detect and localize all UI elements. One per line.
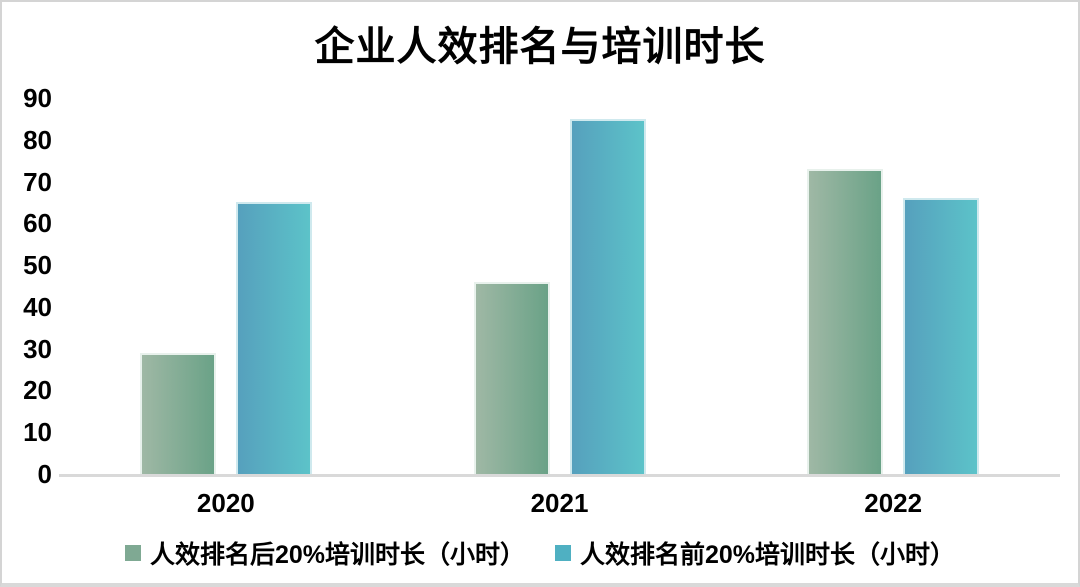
legend-label: 人效排名前20%培训时长（小时）	[580, 541, 956, 569]
x-axis-label-2020: 2020	[196, 488, 255, 518]
bar-series2-2020	[235, 202, 312, 474]
x-axis-label-2021: 2021	[530, 488, 589, 518]
legend-swatch-icon	[555, 545, 571, 561]
y-tick-label: 0	[37, 459, 52, 489]
y-tick-label: 10	[23, 417, 52, 448]
y-axis: 0 10 20 30 40 50 60 70 80 90	[2, 83, 52, 489]
y-tick-label: 90	[23, 83, 52, 113]
legend-item-series2: 人效排名前20%培训时长（小时）	[555, 535, 955, 571]
bar-series1-2020	[139, 352, 216, 474]
y-tick-label: 20	[23, 375, 52, 406]
y-tick-label: 50	[23, 250, 52, 281]
y-tick-label: 80	[23, 124, 52, 155]
y-tick-label: 70	[23, 166, 52, 197]
x-axis-label-2022: 2022	[864, 488, 923, 518]
bar-series1-2022	[807, 169, 884, 474]
legend-swatch-icon	[124, 545, 141, 561]
bar-series1-2021	[473, 281, 550, 474]
y-tick-label: 60	[23, 208, 52, 239]
bar-series2-2021	[569, 118, 646, 474]
bar-series2-2022	[903, 198, 980, 474]
y-tick-label: 30	[23, 333, 52, 364]
legend-item-series1: 人效排名后20%培训时长（小时）	[124, 535, 525, 571]
y-tick-label: 40	[23, 291, 52, 322]
plot-area: 2020 2021 2022	[59, 98, 1060, 518]
chart-title: 企业人效排名与培训时长	[314, 25, 766, 69]
legend: 人效排名后20%培训时长（小时） 人效排名前20%培训时长（小时）	[2, 535, 1078, 571]
legend-label: 人效排名后20%培训时长（小时）	[149, 541, 525, 569]
